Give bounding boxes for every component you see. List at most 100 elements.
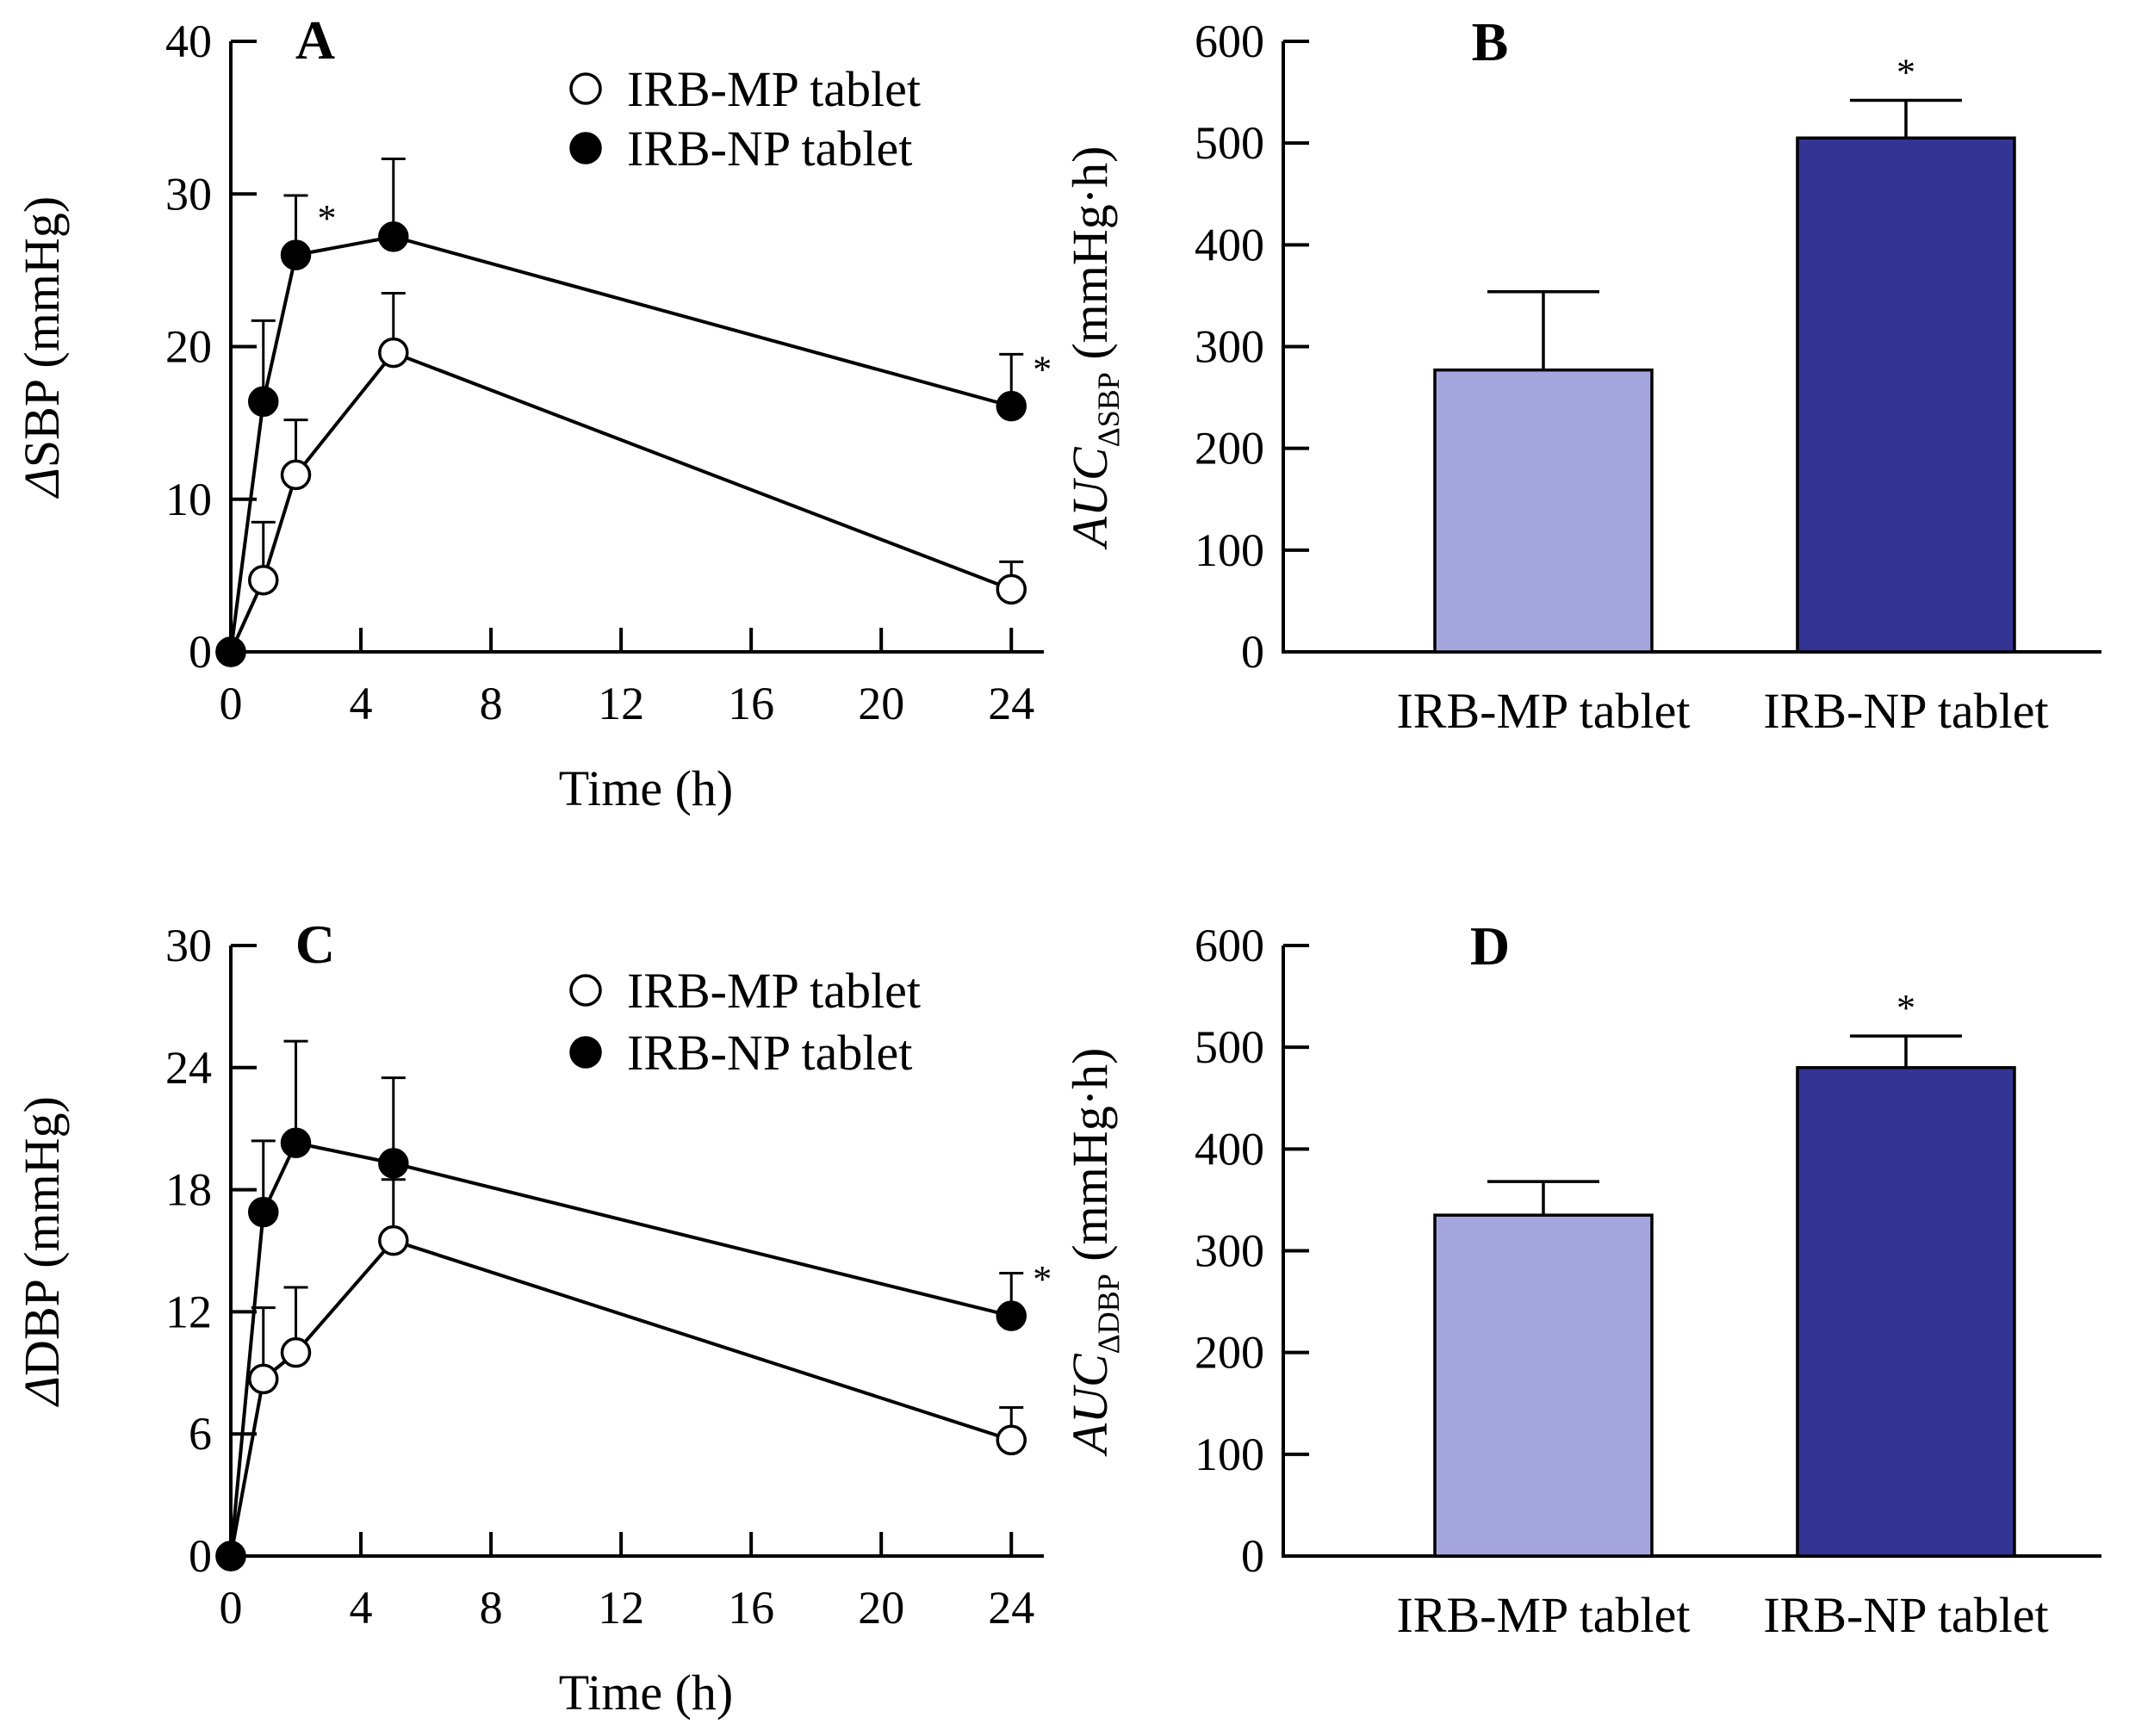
legend-marker xyxy=(569,1036,602,1069)
legend-label: IRB-MP tablet xyxy=(627,61,921,117)
x-category-label: IRB-MP tablet xyxy=(1396,1587,1690,1643)
x-tick-label: 4 xyxy=(350,678,373,729)
y-tick-label: 400 xyxy=(1195,1123,1264,1175)
x-axis-title: Time (h) xyxy=(559,760,734,816)
y-tick-label: 100 xyxy=(1195,1429,1264,1480)
x-tick-label: 12 xyxy=(598,1582,644,1634)
legend-label: IRB-NP tablet xyxy=(627,1025,912,1081)
y-tick-label: 300 xyxy=(1195,1225,1264,1277)
legend-label: IRB-NP tablet xyxy=(627,121,912,177)
y-tick-label: 0 xyxy=(1241,626,1264,678)
y-axis-title-subscript: ΔSBP xyxy=(1091,372,1126,447)
x-tick-label: 20 xyxy=(858,678,904,729)
y-axis-title: ΔSBP (mmHg) xyxy=(14,196,70,499)
y-tick-label: 400 xyxy=(1195,219,1264,270)
y-tick-label: 10 xyxy=(165,474,212,525)
y-axis-title-main: AUC xyxy=(1062,1353,1118,1457)
panel-c-chart: 0 6 12 18 24 30 C 0 4 8 12 16 20 24 Time (h) ΔDBP (mmHg… xyxy=(14,914,1052,1720)
panel-letter-a: A xyxy=(295,9,335,71)
x-category-label: IRB-NP tablet xyxy=(1763,1587,2048,1643)
bar-irb-mp-tablet xyxy=(1433,1213,1654,1558)
data-point xyxy=(378,1224,409,1256)
y-tick-label: 30 xyxy=(165,920,212,971)
data-point xyxy=(280,1127,312,1158)
panel-letter-b: B xyxy=(1472,11,1509,72)
series-irb-mp-tablet xyxy=(215,291,1027,667)
panel-a-chart: 0 10 20 30 40 A 0 4 8 12 16 20 24 Time (h) ΔSBP (mmHg)… xyxy=(14,9,1052,816)
y-tick-label: 0 xyxy=(189,1530,212,1582)
y-axis-title-subscript: ΔDBP xyxy=(1091,1274,1126,1354)
data-point xyxy=(248,1363,279,1395)
y-axis-title-symbol: Δ xyxy=(14,1376,70,1407)
x-tick-label: 0 xyxy=(220,678,243,729)
y-tick-label: 40 xyxy=(165,16,212,67)
series-line xyxy=(229,234,1012,653)
y-axis-title-unit: (mmHg·h) xyxy=(1062,146,1118,373)
significance-star: * xyxy=(1896,52,1915,94)
y-tick-label: 18 xyxy=(165,1164,212,1216)
data-point xyxy=(996,390,1027,422)
x-tick-label: 24 xyxy=(988,1582,1034,1634)
y-axis-title: AUCΔSBP (mmHg·h) xyxy=(1062,146,1126,551)
significance-star: * xyxy=(1033,349,1052,391)
data-point xyxy=(996,1300,1027,1331)
x-tick-label: 16 xyxy=(728,1582,774,1634)
y-tick-label: 600 xyxy=(1195,16,1264,67)
significance-star: * xyxy=(1896,987,1915,1029)
y-tick-label: 100 xyxy=(1195,524,1264,576)
panel-letter-c: C xyxy=(295,914,335,975)
legend-marker xyxy=(569,974,602,1007)
y-tick-label: 24 xyxy=(165,1042,212,1094)
legend: IRB-MP tablet IRB-NP tablet xyxy=(569,963,921,1081)
x-tick-label: 8 xyxy=(480,1582,503,1634)
data-point xyxy=(248,1196,279,1228)
data-point xyxy=(215,1541,246,1572)
y-tick-label: 500 xyxy=(1195,1021,1264,1073)
data-point xyxy=(248,386,279,418)
bar-irb-mp-tablet xyxy=(1433,368,1654,654)
y-tick-label: 200 xyxy=(1195,423,1264,474)
y-axis-title-main: AUC xyxy=(1062,446,1118,550)
legend-marker xyxy=(569,72,602,105)
x-category-label: IRB-MP tablet xyxy=(1396,683,1690,739)
data-point xyxy=(248,564,279,596)
y-axis-title: ΔDBP (mmHg) xyxy=(14,1096,70,1407)
legend-marker xyxy=(569,132,602,164)
panel-letter-d: D xyxy=(1470,915,1510,976)
series-line xyxy=(229,350,1012,653)
data-point xyxy=(280,1336,312,1368)
x-category-label: IRB-NP tablet xyxy=(1763,683,2048,739)
y-axis-title-unit: (mmHg·h) xyxy=(1062,1048,1118,1274)
y-axis-title: AUCΔDBP (mmHg·h) xyxy=(1062,1048,1126,1458)
y-tick-label: 500 xyxy=(1195,117,1264,169)
y-tick-label: 200 xyxy=(1195,1327,1264,1379)
y-tick-label: 300 xyxy=(1195,321,1264,373)
data-point xyxy=(378,337,409,369)
x-tick-label: 12 xyxy=(598,678,644,729)
bar-irb-np-tablet xyxy=(1796,1066,2016,1558)
x-tick-label: 16 xyxy=(728,678,774,729)
y-tick-label: 6 xyxy=(189,1408,212,1460)
x-tick-label: 8 xyxy=(480,678,503,729)
y-tick-label: 0 xyxy=(1241,1530,1264,1582)
y-axis-title-symbol: Δ xyxy=(14,468,70,499)
y-tick-label: 600 xyxy=(1195,920,1264,971)
data-point xyxy=(378,1148,409,1179)
legend-label: IRB-MP tablet xyxy=(627,963,921,1019)
significance-star: * xyxy=(1033,1258,1052,1300)
y-tick-label: 0 xyxy=(189,626,212,678)
data-point xyxy=(996,574,1027,605)
significance-star: * xyxy=(318,197,337,239)
panel-d-chart: 0 100 200 300 400 500 600 D IRB-MP tablet * IRB-NP… xyxy=(1062,915,2101,1643)
x-tick-label: 24 xyxy=(988,678,1034,729)
y-axis-title-text: SBP (mmHg) xyxy=(14,196,70,468)
data-point xyxy=(996,1424,1027,1456)
panel-b-chart: 0 100 200 300 400 500 600 B IRB-MP tablet * IRB-NP… xyxy=(1062,11,2101,739)
x-tick-label: 0 xyxy=(220,1582,243,1634)
data-point xyxy=(215,636,246,667)
y-axis-title-text: DBP (mmHg) xyxy=(14,1096,70,1376)
y-tick-label: 20 xyxy=(165,321,212,373)
x-axis-title: Time (h) xyxy=(559,1665,734,1720)
